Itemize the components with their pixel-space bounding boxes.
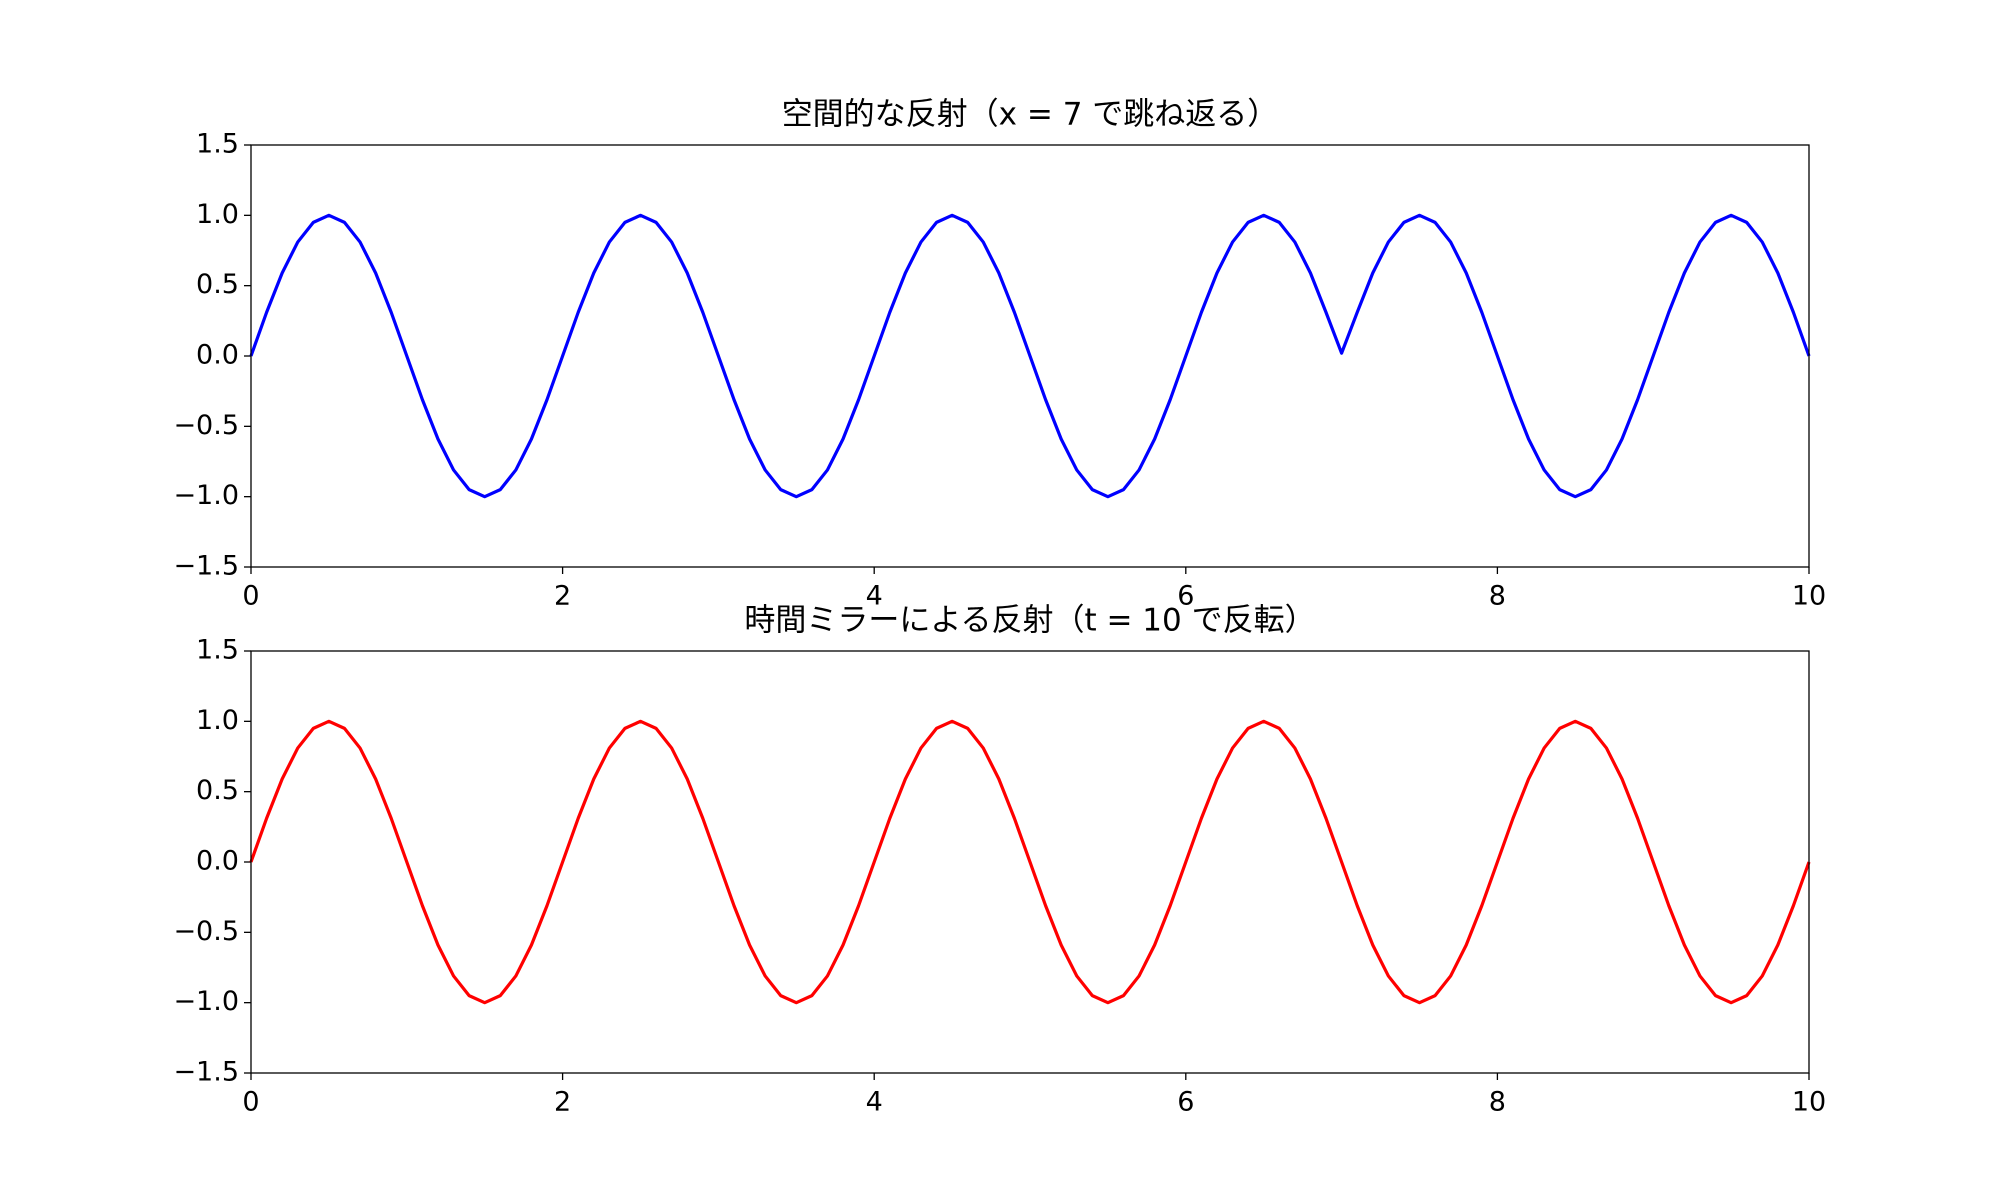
x-tick-label: 8 — [1489, 581, 1506, 612]
y-tick-label: 1.5 — [196, 129, 239, 160]
x-tick-label: 8 — [1489, 1087, 1506, 1118]
axes-frame — [250, 144, 1810, 568]
y-tick-label: −0.5 — [173, 916, 239, 947]
x-tick-label: 0 — [242, 1087, 259, 1118]
y-tick-label: −1.0 — [173, 986, 239, 1017]
y-tick-label: 1.0 — [196, 705, 239, 736]
y-tick-label: 0.0 — [196, 846, 239, 877]
x-tick-label: 10 — [1792, 1087, 1826, 1118]
y-tick-label: 0.0 — [196, 340, 239, 371]
axes-frame — [250, 650, 1810, 1074]
x-tick-label: 10 — [1792, 581, 1826, 612]
x-tick-label: 6 — [1177, 1087, 1194, 1118]
y-tick-label: 0.5 — [196, 269, 239, 300]
y-tick-label: −1.5 — [173, 551, 239, 582]
x-tick-label: 4 — [866, 581, 883, 612]
x-tick-label: 6 — [1177, 581, 1194, 612]
line-series — [249, 213, 1811, 499]
y-tick-label: 0.5 — [196, 775, 239, 806]
y-tick-label: −1.0 — [173, 480, 239, 511]
chart-title: 時間ミラーによる反射（t = 10 で反転） — [744, 603, 1315, 639]
x-tick-label: 2 — [554, 1087, 571, 1118]
y-tick-label: −0.5 — [173, 410, 239, 441]
x-tick-label: 2 — [554, 581, 571, 612]
x-tick-label: 0 — [242, 581, 259, 612]
chart-title: 空間的な反射（x = 7 で跳ね返る） — [782, 97, 1279, 133]
y-tick-label: 1.5 — [196, 635, 239, 666]
line-series — [249, 719, 1811, 1005]
y-tick-label: −1.5 — [173, 1057, 239, 1088]
y-tick-label: 1.0 — [196, 199, 239, 230]
x-tick-label: 4 — [866, 1087, 883, 1118]
